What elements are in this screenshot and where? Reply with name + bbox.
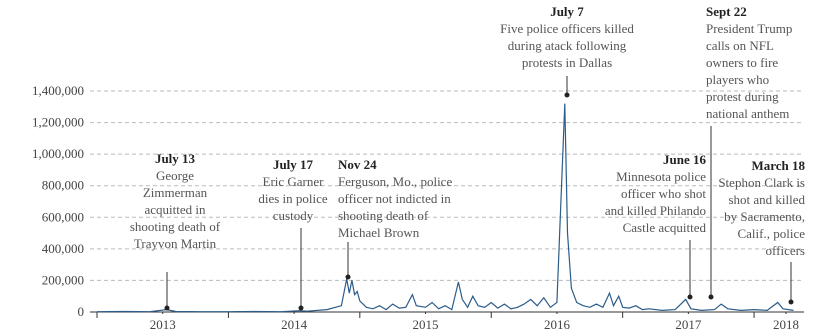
annotation-text: calls on NFL [706,38,774,53]
annotation-text: dies in police [258,191,328,206]
annotation-text: Ferguson, Mo., police [338,174,452,189]
annotation-date: July 13 [155,151,196,166]
annotation-text: during atack following [508,38,627,53]
x-tick-label: 2018 [773,317,799,332]
annotation-text: officer who shot [621,186,706,201]
annotation-text: Trayvon Martin [134,236,217,251]
y-tick-label: 1,000,000 [32,146,84,161]
annotation-dot [708,294,714,300]
annotation-text: Minnesota police [616,169,706,184]
y-tick-label: 800,000 [42,178,84,193]
annotation-text: Calif., police [737,226,805,241]
annotation-dot [564,92,570,98]
annotation-text: acquitted in [144,202,206,217]
annotation-text: shooting death of [338,208,429,223]
annotation-text: protest during [706,89,779,104]
y-tick-label: 1,200,000 [32,115,84,130]
annotation-dot [298,305,304,311]
annotation-text: Zimmerman [143,185,208,200]
annotation-text: national anthem [706,106,789,121]
annotation-text: Five police officers killed [500,21,634,36]
annotation-date: Nov 24 [338,157,377,172]
annotation-text: protests in Dallas [522,55,612,70]
x-tick-label: 2014 [281,317,308,332]
annotation-text: by Sacramento, [724,209,805,224]
y-tick-label: 600,000 [42,209,84,224]
annotation-text: Eric Garner [263,174,325,189]
annotation-date: June 16 [663,152,706,167]
x-tick-label: 2013 [150,317,176,332]
annotation-text: and killed Philando [605,203,706,218]
annotation-date: July 17 [273,157,314,172]
annotation-text: officers [766,243,805,258]
annotation-dot [788,299,794,305]
y-tick-label: 400,000 [42,241,84,256]
y-tick-label: 0 [78,304,85,319]
annotation-dot [164,305,170,311]
x-tick-label: 2016 [544,317,571,332]
y-tick-label: 1,400,000 [32,83,84,98]
annotation-date: Sept 22 [706,4,747,19]
annotation-text: Stephon Clark is [718,175,805,190]
annotation-dot [345,274,351,280]
annotation-text: officer not indicted in [338,191,451,206]
annotation-date: March 18 [751,158,805,173]
annotation-text: Castle acquitted [623,220,707,235]
y-tick-label: 200,000 [42,272,84,287]
annotation-text: players who [706,72,769,87]
annotation-text: Michael Brown [338,225,420,240]
annotation-text: President Trump [706,21,792,36]
annotation-text: custody [273,208,314,223]
line [96,103,794,313]
annotation-text: owners to fire [706,55,778,70]
x-tick-label: 2017 [675,317,702,332]
annotation-text: shot and killed [728,192,805,207]
x-tick-label: 2015 [413,317,439,332]
annotation-text: shooting death of [130,219,221,234]
annotation-dot [687,294,693,300]
annotation-text: George [156,168,194,183]
annotation-date: July 7 [550,4,584,19]
